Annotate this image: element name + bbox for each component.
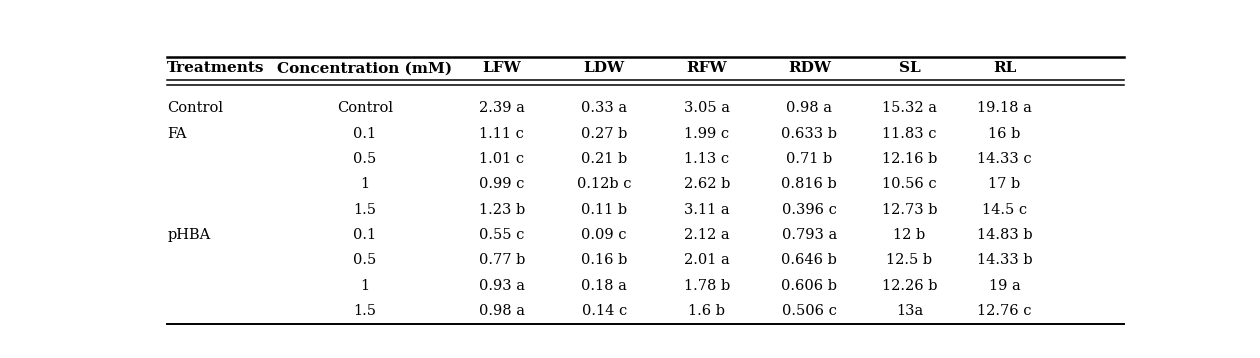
Text: 3.11 a: 3.11 a [684,203,730,217]
Text: 1.99 c: 1.99 c [684,127,730,141]
Text: 1.11 c: 1.11 c [479,127,524,141]
Text: 0.71 b: 0.71 b [786,152,833,166]
Text: 0.11 b: 0.11 b [581,203,627,217]
Text: Control: Control [336,101,393,115]
Text: 0.77 b: 0.77 b [479,253,525,267]
Text: 19 a: 19 a [989,279,1021,293]
Text: 11.83 c: 11.83 c [882,127,936,141]
Text: 16 b: 16 b [988,127,1021,141]
Text: 0.99 c: 0.99 c [479,177,524,192]
Text: SL: SL [898,62,920,76]
Text: 0.5: 0.5 [353,253,377,267]
Text: Treatments: Treatments [168,62,265,76]
Text: 0.55 c: 0.55 c [479,228,524,242]
Text: 0.793 a: 0.793 a [781,228,837,242]
Text: 12.26 b: 12.26 b [882,279,937,293]
Text: 12.73 b: 12.73 b [882,203,937,217]
Text: 1.5: 1.5 [354,203,377,217]
Text: RFW: RFW [687,62,727,76]
Text: 0.21 b: 0.21 b [581,152,627,166]
Text: 0.816 b: 0.816 b [781,177,837,192]
Text: 0.27 b: 0.27 b [581,127,627,141]
Text: 2.01 a: 2.01 a [684,253,730,267]
Text: 0.33 a: 0.33 a [581,101,627,115]
Text: 14.33 c: 14.33 c [978,152,1032,166]
Text: 1.23 b: 1.23 b [479,203,525,217]
Text: FA: FA [168,127,186,141]
Text: 10.56 c: 10.56 c [882,177,936,192]
Text: LFW: LFW [483,62,522,76]
Text: 0.1: 0.1 [354,127,377,141]
Text: 12 b: 12 b [893,228,926,242]
Text: 2.39 a: 2.39 a [479,101,524,115]
Text: 0.16 b: 0.16 b [581,253,627,267]
Text: 1.01 c: 1.01 c [479,152,524,166]
Text: 0.98 a: 0.98 a [479,304,524,318]
Text: 2.12 a: 2.12 a [684,228,730,242]
Text: LDW: LDW [583,62,625,76]
Text: 12.5 b: 12.5 b [886,253,932,267]
Text: RDW: RDW [788,62,830,76]
Text: 19.18 a: 19.18 a [978,101,1032,115]
Text: 1.6 b: 1.6 b [688,304,726,318]
Text: 1: 1 [360,279,369,293]
Text: 0.12b c: 0.12b c [577,177,631,192]
Text: 0.506 c: 0.506 c [782,304,837,318]
Text: 0.93 a: 0.93 a [479,279,524,293]
Text: 12.76 c: 12.76 c [978,304,1032,318]
Text: pHBA: pHBA [168,228,210,242]
Text: 17 b: 17 b [989,177,1021,192]
Text: 0.646 b: 0.646 b [781,253,837,267]
Text: 0.606 b: 0.606 b [781,279,838,293]
Text: 12.16 b: 12.16 b [882,152,937,166]
Text: 1.13 c: 1.13 c [684,152,730,166]
Text: Concentration (mM): Concentration (mM) [277,62,452,76]
Text: 0.14 c: 0.14 c [582,304,627,318]
Text: 13a: 13a [896,304,924,318]
Text: 14.33 b: 14.33 b [976,253,1032,267]
Text: 15.32 a: 15.32 a [882,101,937,115]
Text: Control: Control [168,101,223,115]
Text: 0.5: 0.5 [353,152,377,166]
Text: 0.98 a: 0.98 a [786,101,833,115]
Text: 0.18 a: 0.18 a [581,279,627,293]
Text: 1: 1 [360,177,369,192]
Text: 14.5 c: 14.5 c [982,203,1027,217]
Text: 1.78 b: 1.78 b [684,279,730,293]
Text: 2.62 b: 2.62 b [684,177,730,192]
Text: RL: RL [993,62,1017,76]
Text: 0.09 c: 0.09 c [582,228,627,242]
Text: 0.633 b: 0.633 b [781,127,838,141]
Text: 0.396 c: 0.396 c [782,203,837,217]
Text: 0.1: 0.1 [354,228,377,242]
Text: 14.83 b: 14.83 b [976,228,1032,242]
Text: 3.05 a: 3.05 a [684,101,730,115]
Text: 1.5: 1.5 [354,304,377,318]
